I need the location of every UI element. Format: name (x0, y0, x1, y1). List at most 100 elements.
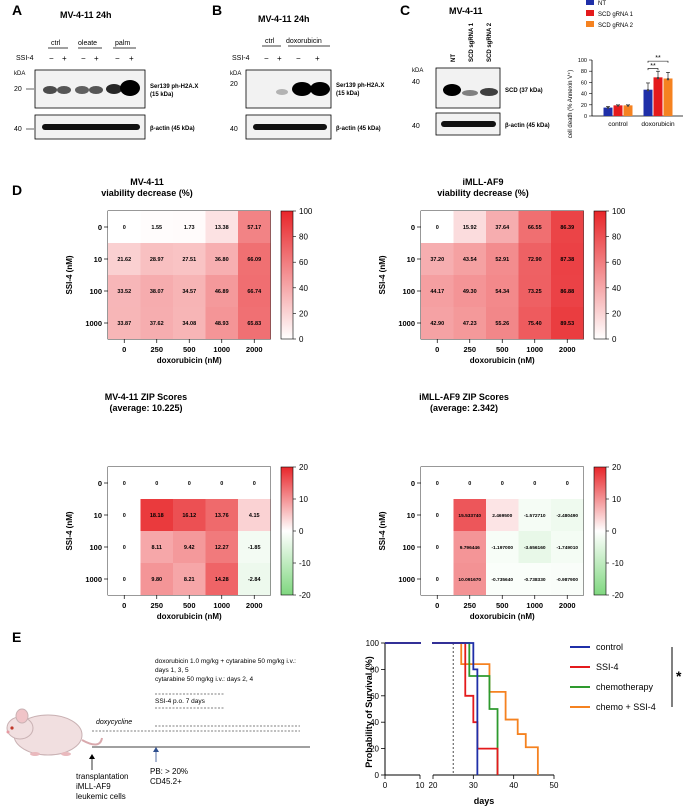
heatmap-cell-value: 9.42 (184, 545, 195, 551)
heatmap-col-label: 0 (435, 601, 439, 610)
heatmap-cell-value: -3.656160 (524, 545, 546, 551)
bar-category-label: doxorubicin (641, 121, 675, 128)
heatmap-cell-value: 0 (123, 577, 126, 583)
heatmap-cell (205, 531, 238, 563)
heatmap-cell (486, 467, 519, 499)
panel-c-lane-sg1: SCD sgRNA 1 (469, 22, 475, 62)
heatmap-cell (421, 307, 454, 339)
heatmap-cell-value: 66.09 (247, 257, 261, 263)
heatmap-row-label: 1000 (85, 319, 102, 328)
heatmap-col-label: 2000 (246, 345, 263, 354)
panel-a-sign-6: + (129, 54, 134, 63)
panel-a: A MV-4-11 24h ctrl oleate palm SSI-4 − +… (12, 2, 198, 140)
survival-xlabel: days (474, 796, 495, 806)
heatmap-cell (518, 275, 551, 307)
heatmap-cell-value: 1.55 (151, 225, 162, 231)
heatmap-title: MV-4-11 ZIP Scores (105, 392, 187, 402)
heatmap-cell (173, 307, 206, 339)
heatmap-subtitle: (average: 2.342) (430, 403, 498, 413)
heatmap-cell (140, 211, 173, 243)
survival-x-tick-label: 30 (469, 781, 478, 790)
heatmap-cell-value: 21.62 (117, 257, 131, 263)
sig-bracket-2 (647, 60, 669, 63)
bar-y-tick-label: 20 (581, 103, 587, 109)
heatmap-subtitle: viability decrease (%) (101, 188, 193, 198)
heatmap-cell-value: 0 (123, 225, 126, 231)
heatmap-cell-value: -1.197000 (491, 545, 513, 551)
survival-x-tick-label: 20 (429, 781, 438, 790)
treatment-line-3: cytarabine 50 mg/kg i.v.: days 2, 4 (155, 676, 254, 683)
panel-b-sign-4: + (315, 54, 320, 63)
bar-dot (666, 78, 670, 81)
heatmap-cell (421, 531, 454, 563)
heatmap-colorbar (593, 210, 607, 340)
heatmap-cell (108, 211, 141, 243)
colorbar-tick-label: 100 (612, 207, 626, 216)
heatmap-cell (238, 275, 271, 307)
heatmap-cell (108, 499, 141, 531)
heatmap-cell (551, 563, 584, 595)
heatmap-cell-value: 37.64 (495, 225, 510, 231)
survival-legend: control SSI-4 chemotherapy chemo + SSI-4… (570, 642, 682, 712)
colorbar-tick-label: 80 (299, 233, 308, 242)
panel-c-lane-nt: NT (451, 54, 457, 62)
legend-label-sg2: SCD gRNA 2 (598, 23, 634, 29)
colorbar-tick-label: 80 (612, 233, 621, 242)
panel-a-band1-label: Ser139 ph-H2A.X (150, 84, 198, 90)
panel-e: E doxycycline doxorubicin 1.0 mg/kg + cy… (6, 629, 310, 801)
heatmap-cell-value: 13.76 (215, 513, 229, 519)
heatmap-cell-value: -0.987900 (556, 577, 578, 583)
survival-line-1 (385, 642, 499, 775)
heatmap-cell-value: 0 (436, 577, 439, 583)
heatmap-cell-value: 48.93 (215, 321, 229, 327)
heatmap-cell (108, 467, 141, 499)
heatmap-row-label: 1000 (398, 319, 415, 328)
heatmap-cell-value: 72.90 (528, 257, 542, 263)
heatmap-cell (551, 243, 584, 275)
survival-y-tick-label: 60 (370, 692, 379, 701)
heatmap-cell (518, 531, 551, 563)
heatmap-cell-value: 0 (436, 545, 439, 551)
heatmap-col-label: 1000 (213, 601, 230, 610)
panel-b-sign-3: − (296, 54, 301, 63)
heatmap-cell-value: -0.738330 (524, 577, 546, 583)
heatmap-cell-value: 0 (123, 545, 126, 551)
heatmap-cell-value: 65.83 (247, 321, 261, 327)
transplant-line-3: leukemic cells (76, 792, 126, 801)
heatmap-cell-value: 36.80 (215, 257, 229, 263)
panel-b-title: MV-4-11 24h (258, 14, 310, 24)
survival-legend-ssi4: SSI-4 (596, 662, 619, 672)
heatmap-cell (140, 563, 173, 595)
colorbar-tick-label: 0 (612, 527, 617, 536)
survival-legend-combo: chemo + SSI-4 (596, 702, 656, 712)
heatmap-cell (140, 275, 173, 307)
heatmap-cell (140, 243, 173, 275)
treatment-line-1: doxorubicin 1.0 mg/kg + cytarabine 50 mg… (155, 658, 296, 665)
heatmap-cell (205, 563, 238, 595)
heatmap-cell-value: 10.091670 (458, 577, 481, 583)
heatmap-cell (140, 531, 173, 563)
legend-swatch-sg1 (586, 10, 594, 16)
heatmap-cell (551, 531, 584, 563)
survival-y-tick-label: 100 (366, 639, 380, 648)
heatmap-cell-value: 0 (123, 513, 126, 519)
survival-x-tick-label: 40 (509, 781, 518, 790)
sig-bracket-1 (647, 68, 659, 71)
heatmap-cell-value: 14.28 (215, 577, 229, 583)
heatmap-row-label: 10 (407, 255, 415, 264)
heatmap-cell (173, 211, 206, 243)
heatmap-row-label: 10 (407, 511, 415, 520)
panel-c-marker-top: 40 (412, 79, 420, 86)
heatmap-cell (518, 467, 551, 499)
heatmap-cell-value: 75.40 (528, 321, 542, 327)
heatmap-xlabel: doxorubicin (nM) (157, 612, 222, 621)
heatmap-cell-value: 33.87 (117, 321, 131, 327)
survival-legend-chemo: chemotherapy (596, 682, 654, 692)
survival-y-tick-label: 80 (370, 665, 379, 674)
heatmap-cell (108, 243, 141, 275)
heatmap-row-label: 100 (402, 543, 415, 552)
heatmap-title: iMLL-AF9 ZIP Scores (419, 392, 509, 402)
panel-c-band1-label: SCD (37 kDa) (505, 88, 543, 94)
heatmap-cell-value: 16.12 (182, 513, 196, 519)
